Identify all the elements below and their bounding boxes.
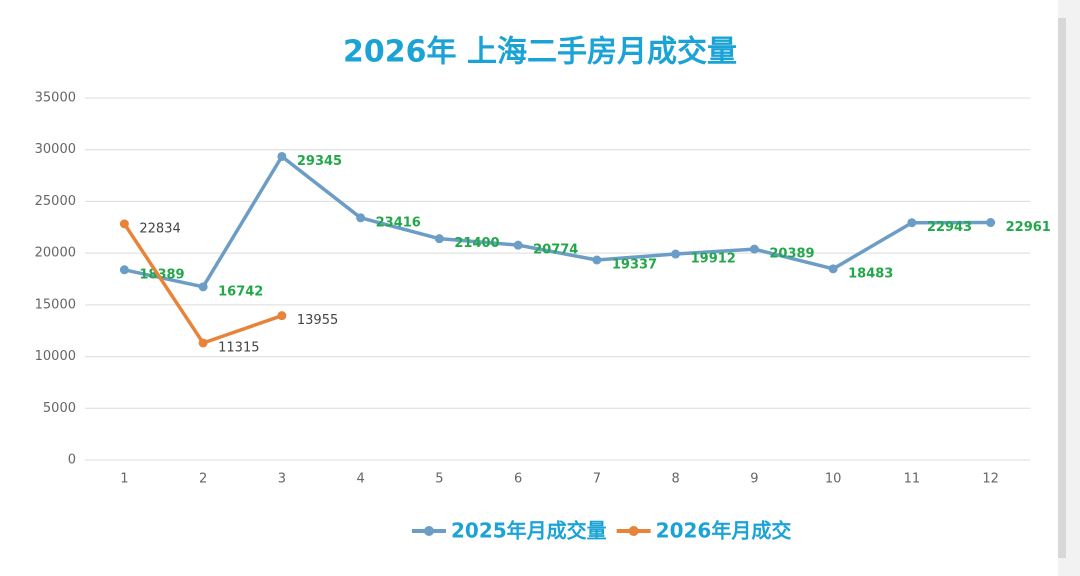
x-tick-label: 1	[120, 472, 128, 487]
y-tick-label: 0	[68, 453, 76, 468]
scrollbar	[1058, 18, 1066, 558]
data-label: 20774	[533, 243, 578, 258]
x-tick-label: 2	[199, 472, 207, 487]
data-label: 20389	[769, 247, 814, 262]
data-label: 29345	[297, 154, 342, 169]
x-tick-label: 4	[356, 472, 364, 487]
point	[434, 234, 444, 244]
x-tick-label: 3	[278, 472, 286, 487]
point	[119, 265, 129, 275]
data-label: 23416	[376, 215, 421, 230]
point	[277, 311, 287, 321]
y-tick-label: 35000	[35, 91, 76, 106]
x-tick-label: 11	[904, 472, 921, 487]
data-label: 19912	[691, 252, 736, 267]
point	[513, 240, 523, 250]
legend-label: 2026年月成交	[656, 519, 792, 543]
point	[198, 282, 208, 292]
data-label: 19337	[612, 258, 657, 273]
y-tick-label: 30000	[35, 142, 76, 157]
point	[749, 244, 759, 254]
point	[119, 219, 129, 229]
point	[277, 151, 287, 161]
x-tick-label: 6	[514, 472, 522, 487]
data-label: 21400	[454, 236, 499, 251]
legend-label: 2025年月成交量	[451, 519, 607, 543]
y-tick-label: 10000	[35, 349, 76, 364]
x-tick-label: 9	[750, 472, 758, 487]
point	[671, 249, 681, 259]
data-label: 22943	[927, 220, 972, 235]
point	[907, 218, 917, 228]
x-tick-label: 12	[982, 472, 999, 487]
y-tick-label: 20000	[35, 246, 76, 261]
point	[986, 218, 996, 228]
data-label: 13955	[297, 313, 338, 328]
card	[0, 0, 1058, 576]
data-label: 22961	[1006, 220, 1051, 235]
data-label: 22834	[139, 221, 180, 236]
legend-dot	[628, 526, 639, 536]
series-line	[124, 154, 991, 289]
data-label: 11315	[218, 340, 259, 355]
y-tick-label: 15000	[35, 297, 76, 312]
x-tick-label: 8	[671, 472, 679, 487]
x-tick-label: 7	[593, 472, 601, 487]
point	[592, 255, 602, 265]
data-label: 18389	[139, 267, 184, 282]
legend-dot	[424, 526, 434, 536]
x-tick-label: 10	[825, 472, 842, 487]
y-tick-label: 5000	[43, 401, 76, 416]
data-label: 16742	[218, 284, 263, 299]
point	[828, 264, 838, 274]
x-tick-label: 5	[435, 472, 443, 487]
data-label: 18483	[848, 266, 893, 281]
point	[356, 213, 366, 223]
chart-title: 2026年 上海二手房月成交量	[343, 35, 737, 70]
y-tick-label: 25000	[35, 194, 76, 209]
point	[198, 338, 208, 348]
